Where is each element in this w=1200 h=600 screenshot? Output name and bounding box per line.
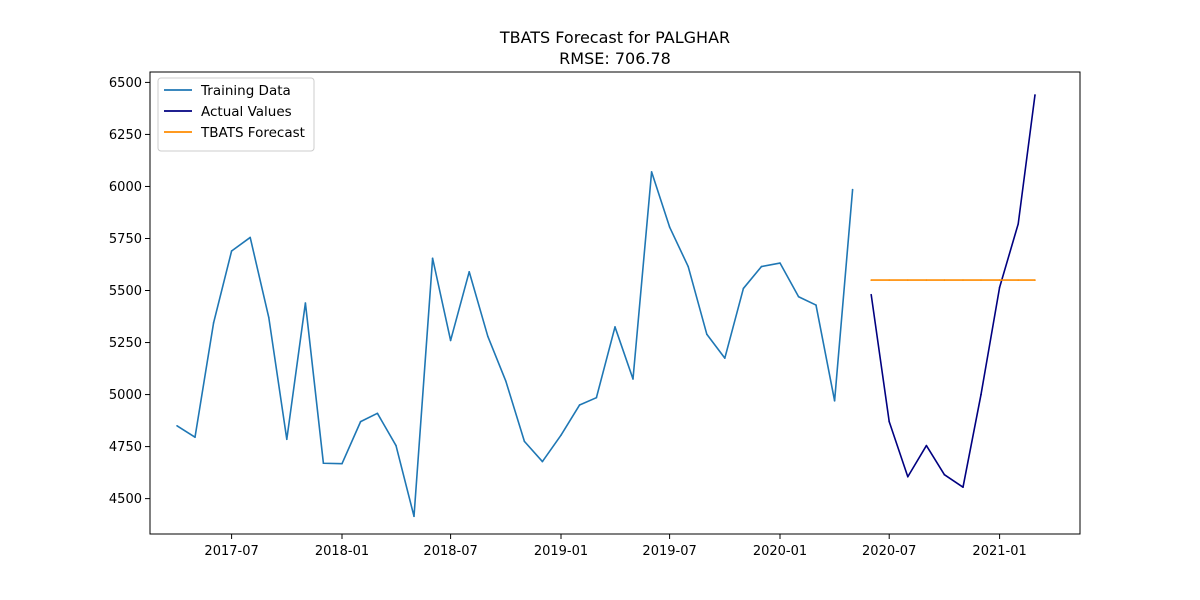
data-point: [724, 357, 726, 359]
data-point: [943, 473, 946, 476]
data-point: [980, 393, 982, 396]
legend-label: Training Data: [200, 83, 291, 99]
data-point: [286, 438, 288, 441]
data-point: [230, 250, 233, 252]
data-point: [176, 424, 178, 427]
y-tick-label: 5750: [109, 232, 142, 247]
data-point: [322, 462, 325, 465]
data-point: [706, 333, 708, 336]
data-point: [449, 339, 452, 342]
data-point: [760, 265, 763, 268]
series-line: [870, 94, 1036, 488]
data-point: [925, 444, 928, 447]
data-point: [505, 380, 507, 382]
data-point: [797, 295, 800, 298]
data-point: [1017, 279, 1019, 281]
x-tick-label: 2017-07: [204, 544, 258, 559]
data-point: [962, 279, 964, 281]
legend-box: [157, 77, 315, 152]
x-tick-label: 2019-07: [642, 544, 696, 559]
data-point: [687, 265, 689, 268]
series-3: [870, 279, 1036, 281]
data-point: [304, 302, 307, 304]
series-line: [176, 171, 854, 518]
plot-frame: [149, 71, 1081, 535]
data-point: [431, 257, 434, 260]
data-point: [998, 286, 1001, 289]
x-tick-label: 2018-01: [315, 544, 369, 559]
x-tick-label: 2021-01: [972, 544, 1026, 559]
data-point: [212, 321, 215, 324]
data-point: [614, 326, 616, 328]
y-tick-label: 4500: [109, 492, 142, 507]
data-point: [668, 226, 671, 228]
y-tick-label: 6000: [109, 180, 142, 195]
data-point: [650, 171, 653, 173]
y-tick-label: 4750: [109, 440, 142, 455]
y-tick-label: 6500: [109, 76, 142, 91]
data-point: [742, 287, 745, 290]
data-point: [341, 462, 343, 465]
data-point: [779, 262, 781, 264]
data-point: [487, 335, 489, 338]
data-point: [851, 188, 854, 191]
data-point: [194, 436, 196, 439]
y-tick-label: 5000: [109, 388, 142, 403]
data-point: [632, 378, 634, 380]
series-1: [176, 171, 854, 518]
data-point: [268, 316, 270, 319]
legend-label: TBATS Forecast: [200, 125, 305, 141]
data-point: [907, 279, 909, 281]
data-point: [925, 279, 928, 281]
data-point: [943, 279, 946, 281]
data-point: [1034, 94, 1036, 96]
legend: Training Data Actual Values TBATS Forecast: [157, 77, 315, 152]
series-2: [870, 94, 1036, 488]
plot-area: [176, 94, 1036, 518]
data-point: [1034, 279, 1036, 281]
data-point: [413, 515, 415, 518]
data-point: [1017, 223, 1019, 225]
data-point: [359, 420, 362, 423]
x-tick-label: 2020-01: [753, 544, 807, 559]
x-tick-label: 2018-07: [423, 544, 477, 559]
y-tick-label: 6250: [109, 128, 142, 143]
y-tick-label: 5500: [109, 284, 142, 299]
chart-subtitle: RMSE: 706.78: [559, 49, 671, 68]
legend-label: Actual Values: [201, 104, 292, 120]
axes: 2017-07 2018-01 2018-07 2019-01 2019-07 2020-…: [109, 71, 1081, 559]
data-point: [376, 412, 379, 415]
data-point: [833, 400, 836, 402]
data-point: [395, 444, 397, 447]
chart-title: TBATS Forecast for PALGHAR: [499, 28, 730, 47]
x-tick-label: 2019-01: [534, 544, 588, 559]
data-point: [523, 440, 526, 443]
data-point: [870, 293, 872, 296]
data-point: [468, 270, 471, 273]
data-point: [870, 279, 872, 281]
data-point: [249, 236, 251, 239]
x-tick-label: 2020-07: [862, 544, 916, 559]
data-point: [815, 304, 817, 306]
data-point: [998, 279, 1001, 281]
data-point: [962, 486, 964, 488]
data-point: [888, 279, 890, 281]
data-point: [888, 420, 890, 423]
data-point: [560, 434, 562, 436]
data-point: [907, 475, 909, 478]
y-tick-label: 5250: [109, 336, 142, 351]
data-point: [578, 404, 581, 406]
data-point: [541, 460, 544, 463]
data-point: [980, 279, 982, 281]
data-point: [595, 396, 598, 399]
